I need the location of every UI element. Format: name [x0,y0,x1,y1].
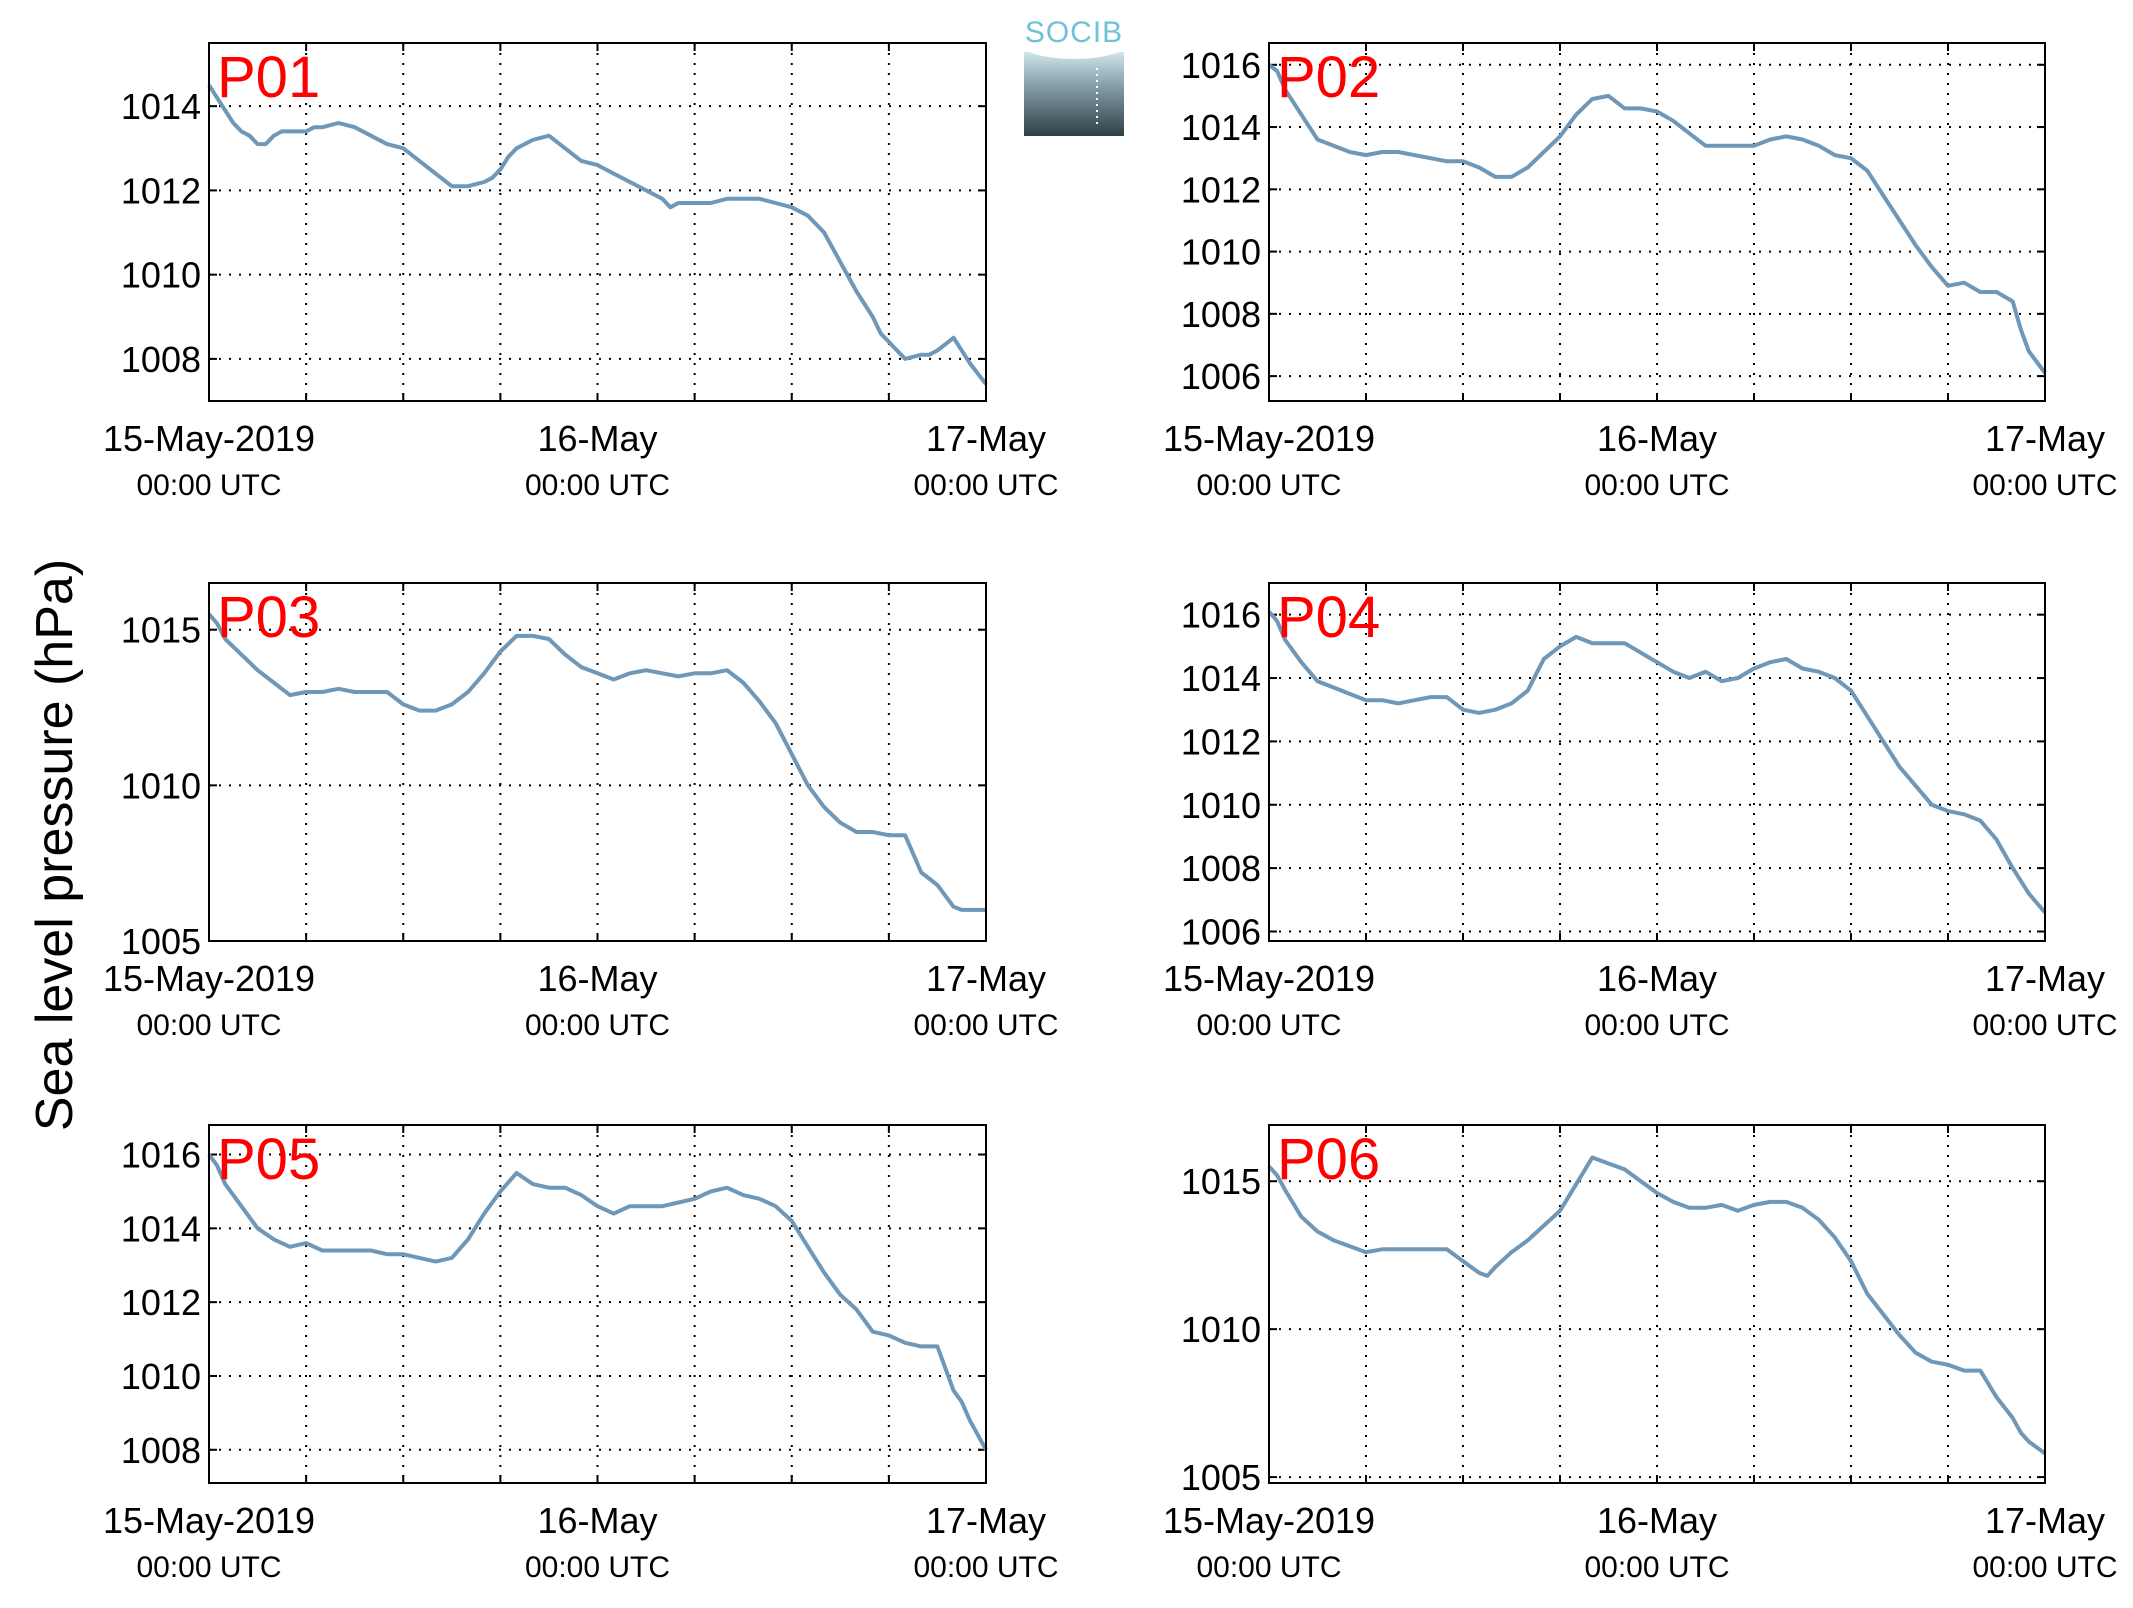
chart-panel-p04: 1006 1008 1010 1012 1014 1016 15-May-2019 00:00… [1163,582,2118,1042]
y-tick-label: 1016 [121,1135,201,1176]
x-tick-label-date: 17-May [1985,958,2105,999]
x-tick-label-time: 00:00 UTC [525,469,670,502]
panel-label: P01 [217,45,320,110]
y-tick-label: 1010 [1181,232,1261,273]
y-tick-label: 1012 [121,1282,201,1323]
x-tick-label-time: 00:00 UTC [1584,1551,1729,1584]
x-tick-label-date: 16-May [1597,418,1717,459]
chart-panel-p06: 1005 1010 1015 15-May-2019 00:00 UTC 16-May 00… [1163,1124,2118,1584]
x-tick-label-date: 15-May-2019 [1163,418,1375,459]
x-tick-label-date: 16-May [537,958,657,999]
x-tick-label-time: 00:00 UTC [1972,1551,2117,1584]
y-tick-label: 1010 [1181,785,1261,826]
y-tick-label: 1008 [121,1430,201,1471]
y-tick-label: 1006 [1181,356,1261,397]
x-tick-label-time: 00:00 UTC [1584,469,1729,502]
y-tick-label: 1015 [121,610,201,651]
x-tick-label-date: 16-May [1597,958,1717,999]
x-tick-label-date: 16-May [1597,1500,1717,1541]
y-tick-label: 1016 [1181,45,1261,86]
panel-label: P06 [1277,1127,1380,1192]
x-tick-label-time: 00:00 UTC [136,469,281,502]
pressure-series-line [1267,1155,2047,1456]
axes-box [1268,42,2046,402]
x-tick-label-date: 17-May [926,1500,1046,1541]
x-tick-label-date: 17-May [926,958,1046,999]
socib-logo: SOCIB [1024,16,1124,136]
y-tick-label: 1010 [121,255,201,296]
logo-text: SOCIB [1024,16,1124,49]
x-tick-label-date: 17-May [1985,418,2105,459]
x-tick-label-time: 00:00 UTC [1196,1009,1341,1042]
y-tick-label: 1014 [1181,658,1261,699]
y-tick-label: 1010 [121,1356,201,1397]
y-tick-label: 1008 [1181,294,1261,335]
y-tick-label: 1014 [121,86,201,127]
y-tick-label: 1012 [1181,169,1261,210]
y-tick-label: 1005 [121,921,201,962]
x-tick-label-time: 00:00 UTC [913,1551,1058,1584]
x-tick-label-date: 15-May-2019 [103,958,315,999]
x-tick-label-time: 00:00 UTC [525,1551,670,1584]
panel-label: P05 [217,1127,320,1192]
y-tick-label: 1008 [1181,848,1261,889]
panel-label: P03 [217,585,320,650]
y-axis-label: Sea level pressure (hPa) [26,559,84,1131]
pressure-series-line [1267,63,2047,375]
y-tick-label: 1014 [121,1208,201,1249]
chart-panel-p05: 1008 1010 1012 1014 1016 15-May-2019 00:00 UTC… [103,1124,1059,1584]
x-tick-label-date: 15-May-2019 [1163,1500,1375,1541]
y-tick-label: 1010 [1181,1309,1261,1350]
x-tick-label-time: 00:00 UTC [1972,469,2117,502]
x-tick-label-time: 00:00 UTC [1584,1009,1729,1042]
x-tick-label-time: 00:00 UTC [136,1009,281,1042]
x-tick-label-time: 00:00 UTC [1972,1009,2117,1042]
chart-panel-p03: 1005 1010 1015 15-May-2019 00:00 UTC 16-May 00… [103,582,1059,1042]
x-tick-label-time: 00:00 UTC [913,1009,1058,1042]
x-tick-label-date: 16-May [537,418,657,459]
y-tick-label: 1008 [121,339,201,380]
axes-box [208,42,987,402]
axes-box [208,582,987,942]
pressure-series-line [207,84,988,386]
panel-label: P02 [1277,45,1380,110]
axes-box [1268,582,2046,942]
y-tick-label: 1014 [1181,107,1261,148]
x-tick-label-date: 15-May-2019 [103,418,315,459]
logo-block [1024,52,1124,136]
y-tick-label: 1006 [1181,911,1261,952]
pressure-series-line [207,1153,988,1451]
axes-box [1268,1124,2046,1484]
logo-dots-icon [1096,68,1098,128]
pressure-series-line [207,612,986,912]
x-tick-label-date: 15-May-2019 [1163,958,1375,999]
panel-label: P04 [1277,585,1380,650]
y-tick-label: 1016 [1181,595,1261,636]
x-tick-label-date: 17-May [926,418,1046,459]
chart-panel-p01: 1008 1010 1012 1014 15-May-2019 00:00 UTC 16-M… [103,42,1059,502]
x-tick-label-date: 17-May [1985,1500,2105,1541]
pressure-series-line [1267,610,2047,914]
y-tick-label: 1010 [121,765,201,806]
y-tick-label: 1012 [121,170,201,211]
y-tick-label: 1012 [1181,721,1261,762]
logo-wave-icon [1024,44,1124,59]
x-tick-label-time: 00:00 UTC [136,1551,281,1584]
x-tick-label-time: 00:00 UTC [1196,469,1341,502]
x-tick-label-date: 15-May-2019 [103,1500,315,1541]
x-tick-label-time: 00:00 UTC [1196,1551,1341,1584]
chart-panel-p02: 1006 1008 1010 1012 1014 1016 15-May-2019 00:00… [1163,42,2118,502]
x-tick-label-time: 00:00 UTC [525,1009,670,1042]
axes-box [208,1124,987,1484]
x-tick-label-date: 16-May [537,1500,657,1541]
x-tick-label-time: 00:00 UTC [913,469,1058,502]
y-tick-label: 1005 [1181,1457,1261,1498]
y-tick-label: 1015 [1181,1161,1261,1202]
